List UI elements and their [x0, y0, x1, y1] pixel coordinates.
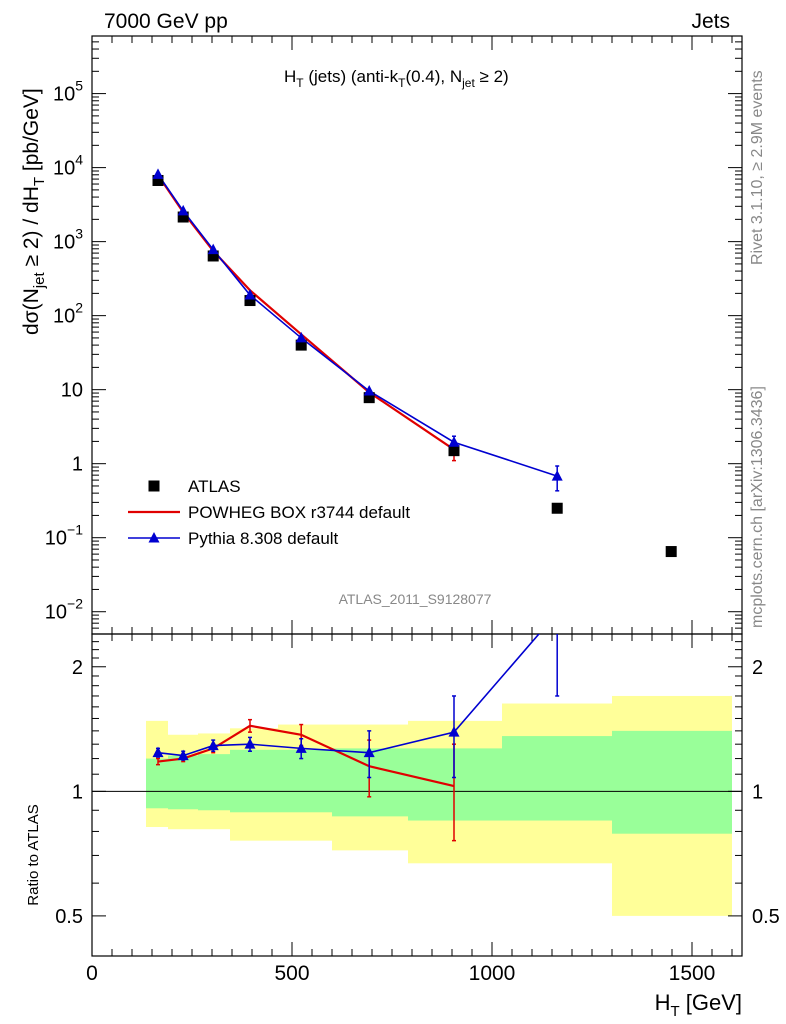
pythia-line: [157, 173, 558, 477]
main-y-tick-label: 103: [53, 226, 83, 254]
ratio-pythia-point: [152, 746, 164, 758]
pythia-point: [244, 289, 256, 300]
rivet-label: Rivet 3.1.10, ≥ 2.9M events: [749, 70, 766, 265]
atlas-point: [177, 211, 189, 223]
atlas-point: [295, 339, 307, 351]
main-title: HT (jets) (anti-kT(0.4), Njet ≥ 2): [284, 67, 509, 90]
ratio-y-tick-label-left: 1: [72, 781, 83, 803]
ratio-y-tick-label-right: 0.5: [752, 906, 780, 928]
main-y-tick-label: 1: [72, 454, 83, 476]
x-tick-label: 500: [274, 962, 309, 985]
ratio-y-tick-label-left: 2: [72, 657, 83, 679]
header-left: 7000 GeV pp: [104, 10, 228, 33]
ratio-panel-data: [152, 607, 563, 842]
band-green-8: [612, 730, 732, 834]
band-green-3: [230, 749, 278, 813]
pythia-point: [177, 204, 189, 216]
atlas-point: [363, 392, 375, 404]
legend-label: ATLAS: [188, 477, 241, 496]
main-y-axis-label: dσ(Njet ≥ 2) / dHT [pb/GeV]: [20, 88, 48, 335]
ratio-y-tick-label-right: 1: [752, 781, 763, 803]
powheg-line: [157, 174, 455, 451]
x-tick-label: 1000: [469, 962, 516, 985]
ratio-pythia-point: [244, 738, 256, 749]
ratio-pythia-point: [552, 607, 563, 618]
header-right: Jets: [691, 10, 730, 33]
main-y-tick-label: 102: [53, 300, 83, 328]
ratio-y-tick-label-left: 0.5: [55, 906, 83, 928]
main-y-tick-label: 10−2: [45, 596, 83, 624]
pythia-point: [152, 168, 164, 179]
x-axis-label: HT [GeV]: [655, 990, 742, 1020]
atlas-point: [152, 174, 164, 186]
axes: 0 500 1000 1500 10−2 10−1 1 10 102 103 104 105 0.5 0.…: [45, 35, 780, 985]
main-panel-data: [152, 168, 677, 558]
ratio-pythia-line: [157, 634, 540, 757]
ratio-pythia-point: [448, 726, 460, 737]
legend-atlas-marker: [148, 480, 160, 492]
uncertainty-bands: [146, 695, 732, 916]
band-green-0: [146, 758, 168, 809]
pythia-point: [448, 436, 460, 447]
ratio-pythia-point: [295, 742, 307, 753]
legend-label: POWHEG BOX r3744 default: [188, 503, 410, 522]
band-green-5: [332, 748, 408, 817]
ratio-pythia-point: [207, 739, 219, 751]
band-green-7: [502, 736, 612, 821]
x-tick-label: 0: [86, 962, 98, 985]
pythia-point: [207, 243, 219, 255]
ratio-frame: [91, 633, 743, 957]
legend-pythia-marker: [148, 532, 160, 543]
ratio-y-axis-label: Ratio to ATLAS: [25, 804, 42, 905]
x-tick-label: 1500: [669, 962, 716, 985]
pythia-point: [295, 331, 307, 343]
atlas-point: [448, 445, 460, 457]
analysis-label: ATLAS_2011_S9128077: [339, 591, 492, 607]
ratio-pythia-point: [363, 746, 375, 758]
main-y-tick-label: 10−1: [45, 522, 83, 550]
atlas-point: [551, 502, 563, 514]
main-y-tick-label: 104: [53, 152, 83, 180]
main-y-tick-label: 10: [61, 380, 83, 402]
pythia-point: [363, 384, 375, 396]
band-green-4: [278, 749, 332, 813]
legend: ATLAS POWHEG BOX r3744 default Pythia 8.30…: [128, 477, 410, 548]
main-y-tick-label: 105: [53, 78, 83, 106]
pythia-point: [551, 470, 563, 481]
ratio-y-tick-label-right: 2: [752, 657, 763, 679]
legend-label: Pythia 8.308 default: [188, 529, 339, 548]
band-green-1: [168, 755, 198, 810]
mcplots-label: mcplots.cern.ch [arXiv:1306.3436]: [749, 386, 766, 628]
atlas-point: [244, 295, 256, 307]
band-green-2: [198, 754, 230, 811]
ratio-pythia-point: [177, 749, 189, 761]
band-green-6: [408, 748, 502, 821]
atlas-point: [207, 250, 219, 262]
atlas-point: [665, 546, 677, 558]
